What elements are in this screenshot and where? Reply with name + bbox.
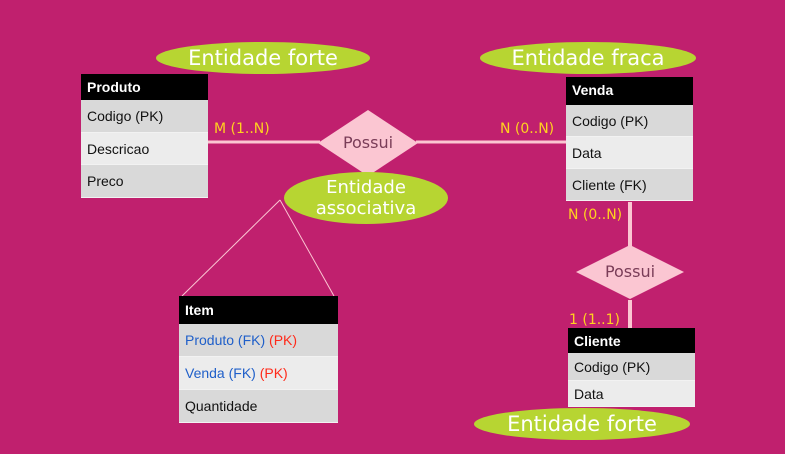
cliente-entity: Cliente Codigo (PK) Data [568,328,695,407]
item-produto-pk: (PK) [265,332,298,348]
entidade-associativa-label: Entidade associativa [284,172,448,224]
item-produto-fk: Produto (FK) [185,332,266,348]
produto-title: Produto [81,74,208,100]
cardinality-venda-bottom: N (0..N) [568,207,623,223]
item-link-line-left [181,199,281,297]
venda-field-codigo: Codigo (PK) [566,105,693,137]
venda-field-data: Data [566,137,693,169]
item-link-line-right [279,199,335,297]
item-venda-fk: Venda (FK) [185,365,256,381]
entidade-forte-produto-label: Entidade forte [156,42,370,74]
produto-field-preco: Preco [81,165,208,198]
possui-diamond-top [318,110,418,176]
cliente-field-data: Data [568,381,695,407]
produto-field-descricao: Descricao [81,133,208,165]
associativa-line2: associativa [315,198,417,219]
item-title: Item [179,296,338,324]
possui-diamond-right [576,245,684,299]
item-field-venda: Venda (FK) (PK) [179,357,338,390]
item-field-produto: Produto (FK) (PK) [179,324,338,357]
cliente-field-codigo: Codigo (PK) [568,353,695,381]
item-venda-pk: (PK) [255,365,288,381]
entidade-fraca-venda-label: Entidade fraca [480,42,696,74]
venda-entity: Venda Codigo (PK) Data Cliente (FK) [566,77,693,201]
item-entity: Item Produto (FK) (PK) Venda (FK) (PK) Q… [179,296,338,423]
cardinality-produto: M (1..N) [214,121,270,137]
produto-entity: Produto Codigo (PK) Descricao Preco [81,74,208,198]
item-field-quantidade: Quantidade [179,390,338,423]
associativa-line1: Entidade [326,177,406,198]
possui-label-right: Possui [604,262,656,281]
cardinality-cliente: 1 (1..1) [569,312,620,328]
cliente-title: Cliente [568,328,695,353]
cardinality-venda-top: N (0..N) [500,121,555,137]
possui-label-top: Possui [342,133,394,152]
produto-field-codigo: Codigo (PK) [81,100,208,133]
venda-field-cliente: Cliente (FK) [566,169,693,201]
entidade-forte-cliente-label: Entidade forte [474,408,690,440]
venda-title: Venda [566,77,693,105]
